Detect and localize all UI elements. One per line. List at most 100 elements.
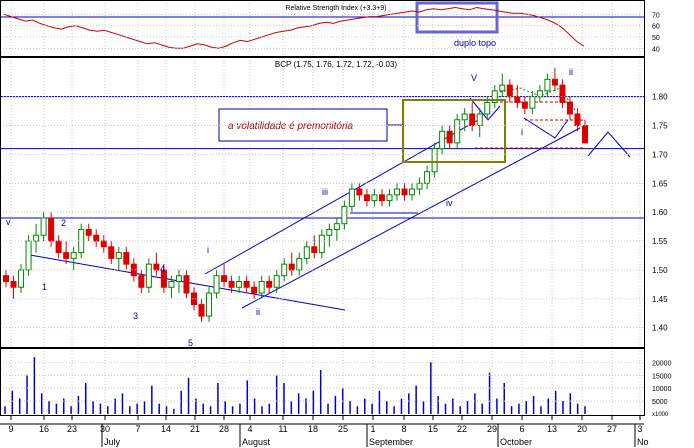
price-tick-label: 1.65	[652, 179, 668, 188]
month-label: September	[369, 437, 413, 447]
x-tick-label: 13	[547, 424, 557, 434]
month-label: October	[500, 437, 532, 447]
price-frame	[0, 57, 645, 348]
candle-body	[40, 217, 47, 236]
wave-label-i-second: i	[521, 127, 523, 137]
wave-label-1: 1	[42, 282, 47, 292]
candle-body	[574, 113, 581, 127]
candle-body	[115, 252, 122, 259]
candle-body	[582, 125, 588, 144]
x-tick-label: 30	[100, 424, 110, 434]
candle-body	[424, 171, 431, 184]
wave-label-ii: ii	[256, 307, 260, 317]
candle-body	[168, 280, 175, 288]
candle-body	[70, 252, 77, 259]
candle-body	[409, 188, 416, 196]
candle-body	[183, 275, 190, 294]
volume-frame	[0, 348, 645, 416]
candle-body	[55, 240, 62, 254]
volume-grid	[10, 348, 641, 415]
candlesticks	[3, 67, 588, 322]
candle-body	[439, 130, 446, 150]
x-tick-label: 21	[190, 424, 200, 434]
candle-body	[18, 269, 25, 288]
month-label: August	[242, 437, 271, 447]
volume-tick-label: x1000	[652, 412, 669, 418]
candle-body	[318, 234, 325, 254]
candle-body	[356, 188, 363, 196]
candle-body	[559, 84, 566, 103]
x-tick-label: 16	[39, 424, 49, 434]
candle-body	[198, 304, 205, 317]
price-panel: a volatilidade é premonitória v 1 2 3 4 …	[0, 57, 668, 348]
candle-body	[243, 280, 250, 288]
price-tick-label: 1.55	[652, 237, 668, 246]
candle-body	[484, 101, 491, 115]
projection-line	[587, 131, 631, 158]
rsi-tick-label: 50	[652, 35, 660, 42]
candle-body	[303, 246, 310, 259]
candle-body	[371, 194, 378, 202]
candle-body	[123, 252, 130, 265]
volume-tick-label: 10000	[652, 386, 672, 393]
rsi-frame	[0, 0, 645, 57]
candle-body	[108, 246, 115, 259]
x-tick-label: 7	[135, 424, 140, 434]
candle-body	[3, 275, 9, 282]
candle-body	[221, 275, 228, 282]
wave-label-iii: iii	[322, 187, 328, 197]
candle-body	[401, 188, 408, 196]
double-top-label: duplo topo	[454, 38, 496, 48]
candle-body	[190, 292, 197, 306]
candle-body	[341, 205, 348, 225]
candle-body	[25, 240, 32, 271]
x-tick-label: 28	[219, 424, 229, 434]
x-tick-label: 27	[607, 424, 617, 434]
rsi-title: Relative Strength Index (+3.3+9)	[285, 5, 386, 12]
channel-upper-line	[204, 119, 479, 275]
volume-axis: 20000 15000 10000 5000 x1000	[0, 360, 672, 418]
candle-body	[213, 275, 220, 294]
x-axis: 9 16 23 30 7 14 21 28 4 11 18 25 1 8 15 22 29 6 13 20 27 3Jul…	[0, 416, 649, 447]
price-tick-label: 1.40	[652, 324, 668, 333]
candle-body	[461, 113, 468, 121]
candle-body	[311, 246, 318, 254]
candle-body	[566, 101, 573, 115]
candle-body	[296, 257, 303, 271]
x-tick-label: 3	[637, 424, 642, 434]
candle-body	[416, 182, 423, 190]
wave-label-3: 3	[133, 311, 138, 321]
double-top-box	[415, 1, 499, 34]
wave-label-iv: iv	[446, 198, 453, 208]
price-tick-label: 1.70	[652, 150, 668, 159]
candle-body	[85, 228, 92, 236]
candle-body	[273, 275, 280, 288]
candle-body	[363, 194, 370, 202]
candle-body	[228, 280, 235, 288]
price-tick-label: 1.60	[652, 208, 668, 217]
candle-body	[138, 275, 145, 288]
x-tick-label: 8	[401, 424, 406, 434]
candle-body	[476, 113, 483, 127]
candle-body	[348, 188, 355, 207]
candle-body	[288, 263, 295, 271]
month-label: No	[637, 437, 649, 447]
price-grid	[10, 57, 641, 347]
wave-i-line	[523, 117, 569, 139]
note-box	[218, 108, 388, 142]
note-text: a volatilidade é premonitória	[228, 121, 354, 132]
x-tick-label: 29	[487, 424, 497, 434]
candle-body	[251, 286, 258, 294]
wave-label-4: 4	[160, 264, 165, 274]
candle-body	[521, 101, 528, 109]
x-tick-label: 6	[519, 424, 524, 434]
volume-tick-label: 15000	[652, 373, 672, 380]
candle-body	[130, 263, 137, 277]
candle-body	[326, 228, 333, 236]
price-axis: 1.80 1.75 1.70 1.65 1.60 1.55 1.50 1.45 1.40	[0, 93, 668, 333]
candle-body	[93, 234, 100, 242]
candle-body	[33, 234, 40, 242]
wave-label-v-start: v	[6, 217, 11, 227]
candle-body	[378, 194, 385, 202]
